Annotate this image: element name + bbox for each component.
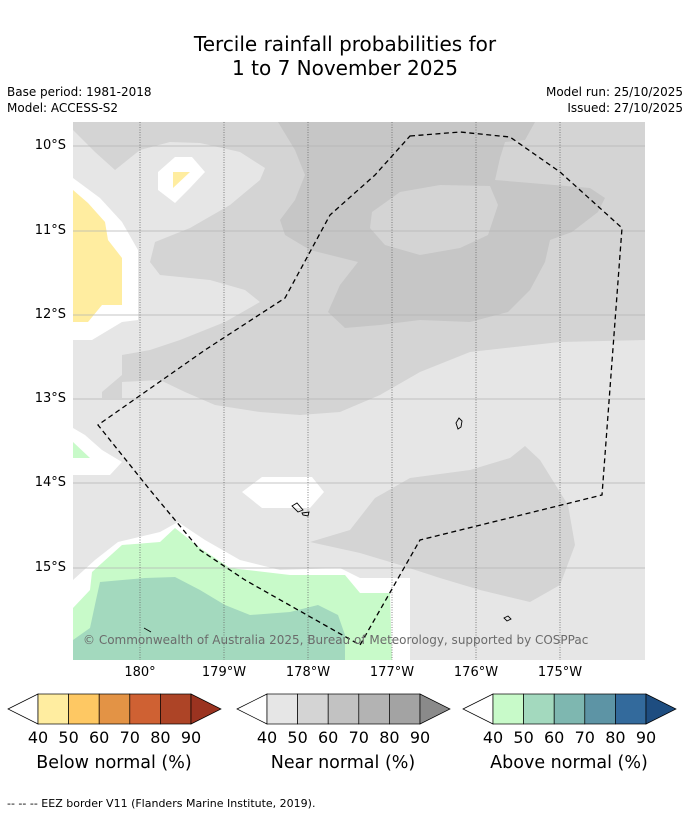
chart-title-line1: Tercile rainfall probabilities for <box>193 32 497 56</box>
lon-gridlines <box>139 122 561 660</box>
issued-date: Issued: 27/10/2025 <box>567 101 683 115</box>
colorbar-above-swatch-50 <box>523 693 555 725</box>
lat-label-15s: 15°S <box>34 560 66 575</box>
colorbar-below-swatch-40 <box>37 693 69 725</box>
probability-field <box>73 122 645 660</box>
colorbar-near-swatch-50 <box>297 693 329 725</box>
colorbar-above-min-arrow <box>462 693 494 725</box>
colorbar-below-max-arrow <box>190 693 222 725</box>
colorbar-below-swatch-80 <box>160 693 192 725</box>
above-tick-90: 90 <box>635 728 657 747</box>
island-central-b <box>301 511 310 517</box>
lat-label-14s: 14°S <box>34 475 66 490</box>
colorbar-near-min-arrow <box>236 693 268 725</box>
below-tick-90: 90 <box>180 728 202 747</box>
near-normal-50-region-south <box>310 446 575 602</box>
lat-label-11s: 11°S <box>34 223 66 238</box>
model-name: Model: ACCESS-S2 <box>7 101 119 115</box>
near-tick-80: 80 <box>379 728 400 747</box>
model-run: Model run: 25/10/2025 <box>545 85 683 99</box>
near-tick-40: 40 <box>256 728 278 747</box>
base-period: Base period: 1981-2018 <box>7 85 152 99</box>
near-tick-50: 50 <box>287 728 308 747</box>
white-patch-central <box>242 477 324 508</box>
above-tick-50: 50 <box>513 728 534 747</box>
below-normal-40-region <box>73 190 122 322</box>
lon-label-176w: 176°W <box>453 665 499 680</box>
below-tick-40: 40 <box>27 728 49 747</box>
above-tick-40: 40 <box>482 728 504 747</box>
lat-gridlines <box>73 145 645 569</box>
white-patch-west <box>73 428 122 475</box>
lat-label-12s: 12°S <box>34 307 66 322</box>
lon-label-180: 180° <box>124 665 156 680</box>
lon-label-179w: 179°W <box>201 665 247 680</box>
colorbar-above-label: Above normal (%) <box>490 753 648 773</box>
below-tick-80: 80 <box>150 728 171 747</box>
lon-label-178w: 178°W <box>285 665 331 680</box>
colorbar-above-swatch-40 <box>492 693 524 725</box>
colorbar-near-label: Near normal (%) <box>270 753 416 773</box>
colorbar-below-label: Below normal (%) <box>36 753 192 773</box>
colorbar-near-max-arrow <box>419 693 451 725</box>
near-tick-90: 90 <box>409 728 431 747</box>
near-normal-hole <box>370 185 498 255</box>
colorbar-below-min-arrow <box>7 693 39 725</box>
island-southwest <box>143 627 152 633</box>
colorbar-near <box>236 693 451 725</box>
colorbar-below-swatch-70 <box>129 693 161 725</box>
lon-label-177w: 177°W <box>369 665 415 680</box>
colorbar-near-swatch-70 <box>358 693 390 725</box>
near-tick-70: 70 <box>348 728 369 747</box>
above-normal-40-region-west <box>73 442 90 458</box>
copyright-notice: © Commonwealth of Australia 2025, Bureau… <box>83 633 589 647</box>
below-normal-40-small <box>173 172 190 188</box>
colorbar-above-max-arrow <box>645 693 677 725</box>
colorbar-above-swatch-70 <box>584 693 616 725</box>
colorbar-below <box>7 693 222 725</box>
chart-title-line2: 1 to 7 November 2025 <box>232 56 458 80</box>
lat-label-10s: 10°S <box>34 138 66 153</box>
colorbar-near-swatch-40 <box>266 693 298 725</box>
island-east <box>455 417 463 430</box>
island-southeast <box>503 615 512 622</box>
colorbar-above-swatch-80 <box>615 693 647 725</box>
above-tick-70: 70 <box>574 728 595 747</box>
colorbar-below-swatch-50 <box>68 693 100 725</box>
near-tick-60: 60 <box>318 728 339 747</box>
colorbar-above-swatch-60 <box>553 693 586 725</box>
eez-footnote: -- -- -- EEZ border V11 (Flanders Marine… <box>7 797 316 810</box>
below-tick-70: 70 <box>119 728 140 747</box>
eez-border <box>97 131 623 646</box>
island-central-a <box>291 502 304 513</box>
lon-label-175w: 175°W <box>537 665 583 680</box>
below-tick-60: 60 <box>89 728 110 747</box>
above-tick-80: 80 <box>605 728 626 747</box>
below-tick-50: 50 <box>58 728 79 747</box>
above-normal-50-region <box>73 577 345 660</box>
colorbar-below-swatch-60 <box>98 693 131 725</box>
colorbar-near-swatch-80 <box>389 693 421 725</box>
colorbar-near-swatch-60 <box>327 693 360 725</box>
lat-label-13s: 13°S <box>34 391 66 406</box>
colorbar-above <box>462 693 677 725</box>
near-normal-50-region-sw <box>102 375 122 398</box>
above-tick-60: 60 <box>544 728 565 747</box>
